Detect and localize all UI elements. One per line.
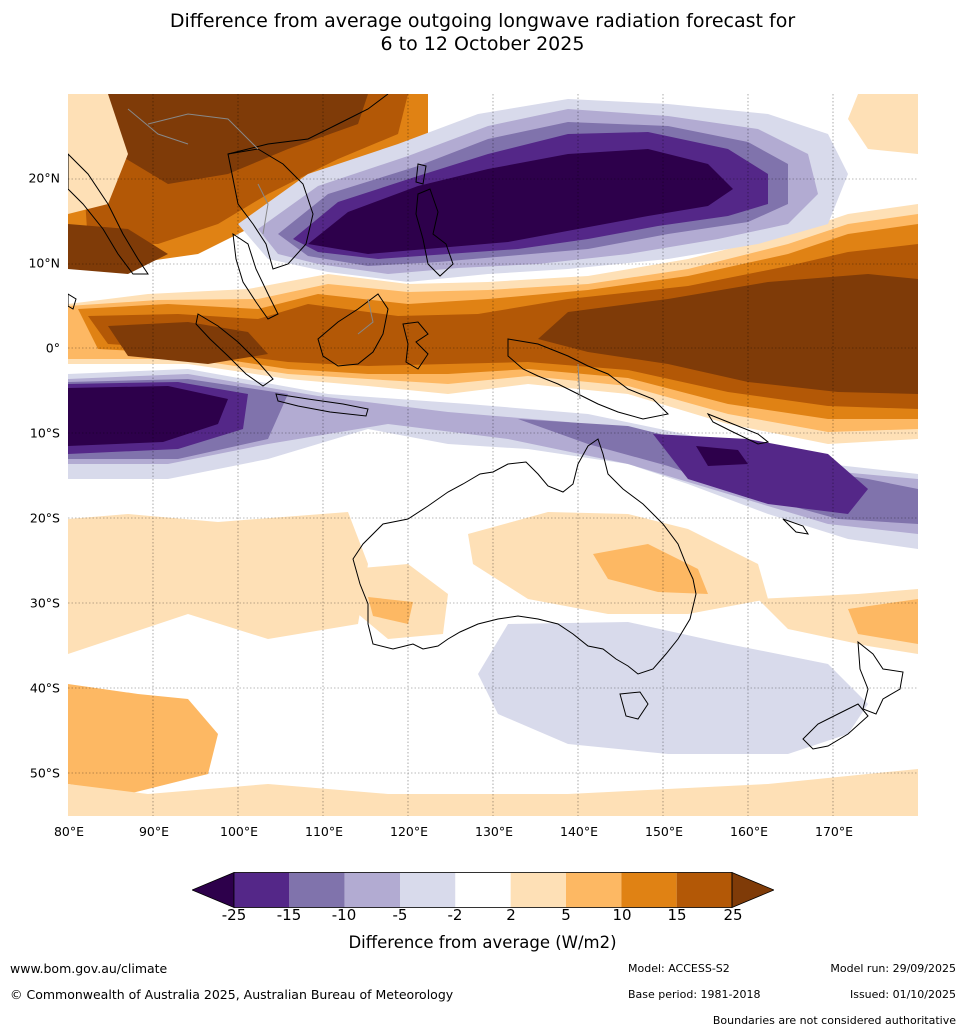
coastline-china: [227, 94, 389, 155]
colorbar-tick: -10: [331, 906, 357, 924]
colorbar-tick: -25: [221, 906, 247, 924]
colorbar-tick: -5: [392, 906, 408, 924]
coastline-new-zealand-south: [802, 703, 869, 750]
coastline-taiwan: [415, 163, 427, 185]
graticule: [68, 94, 918, 816]
lon-label-110e: 110°E: [304, 824, 344, 839]
title-line-1: Difference from average outgoing longwav…: [169, 10, 796, 32]
olr-anomaly-map: [68, 94, 918, 816]
coastline-new-caledonia: [782, 518, 810, 535]
country-borders: [127, 108, 581, 400]
colorbar-tick: 25: [723, 906, 743, 924]
anomaly-region-bay-of-bengal-light: [68, 94, 128, 214]
colorbar-swatch: [344, 872, 400, 908]
anomaly-region-queensland-orange: [593, 544, 708, 594]
lon-label-140e: 140°E: [559, 824, 599, 839]
anomaly-region-south-asia-core: [68, 94, 368, 274]
coastline-malay-peninsula: [232, 232, 279, 320]
footer-base-period: Base period: 1981-2018: [628, 988, 761, 1001]
coastlines: [68, 94, 904, 750]
colorbar-tick: 15: [667, 906, 687, 924]
lat-label-10s: 10°S: [29, 425, 60, 441]
colorbar-arrow-high: [731, 872, 774, 908]
coastline-sri-lanka: [68, 293, 77, 310]
coastline-new-guinea: [507, 338, 670, 420]
anomaly-region-nw-pacific-light: [848, 94, 918, 154]
colorbar-swatch: [400, 872, 456, 908]
coastline-philippines: [415, 188, 454, 277]
colorbar-swatch: [621, 872, 677, 908]
map-title: Difference from average outgoing longwav…: [0, 10, 965, 56]
colorbar-swatch: [234, 872, 290, 908]
colorbar-swatch: [455, 872, 511, 908]
colorbar-arrow-low: [192, 872, 235, 908]
footer-url[interactable]: www.bom.gov.au/climate: [10, 961, 168, 976]
footer-model: Model: ACCESS-S2: [628, 962, 730, 975]
lat-label-0: 0°: [45, 340, 60, 356]
coastline-new-zealand-north: [857, 640, 904, 715]
lat-label-30s: 30°S: [29, 595, 60, 611]
map-canvas: [68, 94, 918, 816]
lon-label-150e: 150°E: [644, 824, 684, 839]
anomaly-region-tropical-band-purple: [68, 374, 918, 534]
colorbar-swatch: [566, 872, 622, 908]
colorbar-swatch: [289, 872, 345, 908]
coastline-java: [275, 393, 369, 417]
anomaly-region-west-pacific-core: [308, 149, 733, 254]
lon-label-90e: 90°E: [138, 824, 170, 839]
lat-label-20s: 20°S: [29, 510, 60, 526]
coastline-solomon-islands: [706, 412, 770, 445]
lon-label-80e: 80°E: [53, 824, 85, 839]
colorbar-tick: -15: [276, 906, 302, 924]
colorbar-tick: -2: [447, 906, 463, 924]
colorbar-frame: [233, 872, 733, 908]
anomaly-region-east-tasman-orange: [848, 599, 918, 644]
colorbar-tick: 5: [561, 906, 571, 924]
lon-label-160e: 160°E: [729, 824, 769, 839]
anomaly-region-wa-orange: [368, 597, 413, 624]
colorbar-swatches: [192, 872, 774, 908]
anomaly-region-south-australia-purple: [478, 622, 868, 754]
anomaly-region-southern-ocean: [68, 512, 368, 654]
colorbar-swatch: [676, 872, 732, 908]
lat-label-50s: 50°S: [29, 765, 60, 781]
footer-disclaimer: Boundaries are not considered authoritat…: [712, 1014, 956, 1027]
coastline-australia: [352, 438, 697, 675]
coastline-indochina: [227, 148, 314, 270]
anomaly-region-southwest-orange: [68, 684, 218, 794]
coastline-sulawesi: [402, 321, 429, 370]
lat-label-20n: 20°N: [28, 170, 60, 186]
footer-copyright: © Commonwealth of Australia 2025, Austra…: [10, 987, 454, 1002]
coastline-borneo: [317, 293, 389, 367]
footer-model-run: Model run: 29/09/2025: [830, 962, 956, 975]
title-line-2: 6 to 12 October 2025: [380, 33, 585, 55]
anomaly-region-equatorial-core: [108, 274, 918, 394]
footer-issued: Issued: 01/10/2025: [849, 988, 956, 1001]
anomaly-region-south-patches: [68, 769, 918, 816]
colorbar-label: Difference from average (W/m2): [348, 933, 617, 952]
anomaly-region-coral-sea-core: [696, 446, 748, 466]
colorbar: [192, 872, 774, 908]
colorbar-tick: 2: [506, 906, 516, 924]
lat-label-40s: 40°S: [29, 680, 60, 696]
colorbar-tick: 10: [612, 906, 632, 924]
lat-label-10n: 10°N: [28, 255, 60, 271]
lon-label-100e: 100°E: [219, 824, 259, 839]
coastline-sumatra: [195, 313, 274, 387]
lon-label-130e: 130°E: [474, 824, 514, 839]
lon-label-170e: 170°E: [814, 824, 854, 839]
anomaly-region-indian-ocean-core: [68, 386, 228, 446]
colorbar-swatch: [510, 872, 566, 908]
coastline-india: [68, 153, 149, 275]
lon-label-120e: 120°E: [389, 824, 429, 839]
coastline-tasmania: [619, 691, 649, 720]
